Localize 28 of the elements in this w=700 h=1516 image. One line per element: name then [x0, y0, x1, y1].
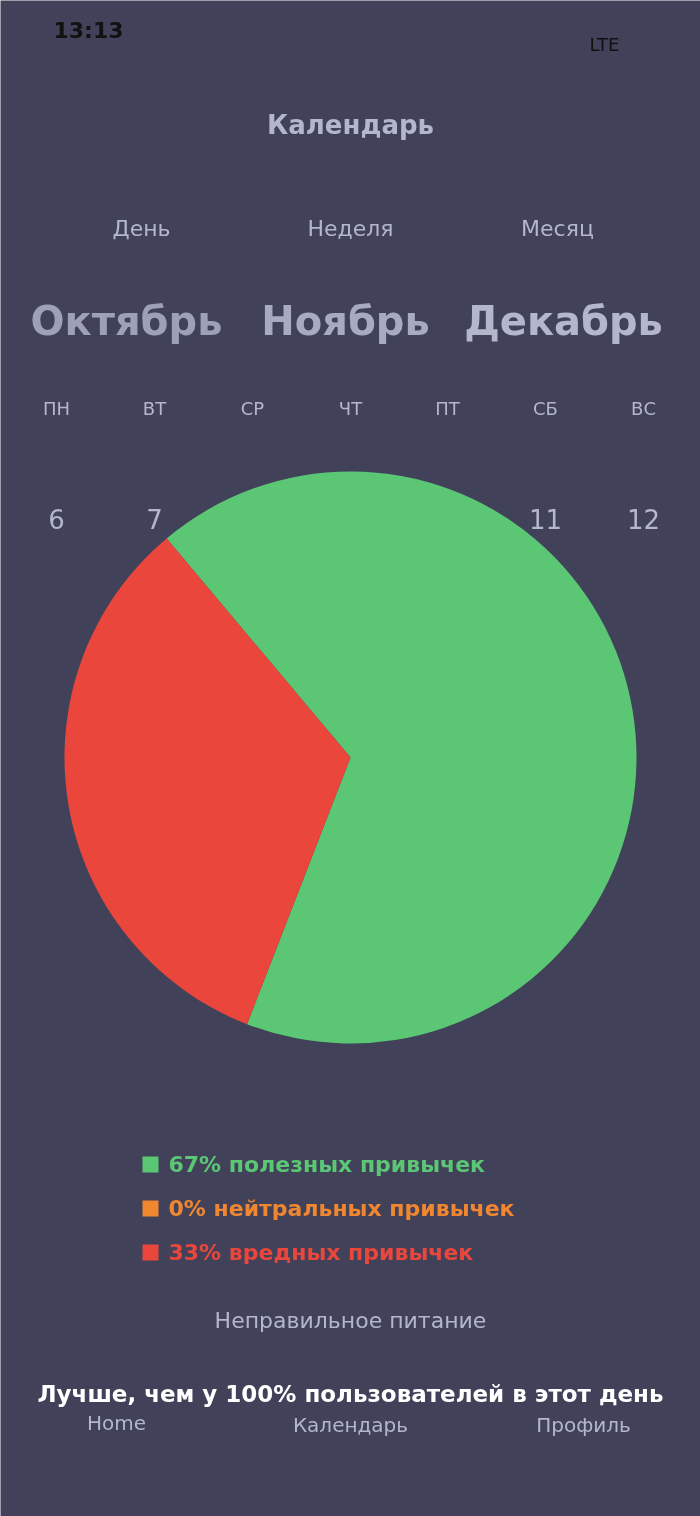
text: Профиль [536, 1412, 631, 1437]
text: Месяц [521, 216, 594, 241]
text: Home [86, 1410, 147, 1435]
text: Октябрь [30, 297, 223, 344]
text: Календарь [266, 109, 435, 140]
text: 6 [48, 504, 65, 535]
text: Ноябрь [261, 297, 430, 344]
text: Календарь [292, 1412, 409, 1437]
text: СБ [533, 398, 558, 419]
text: Лучше, чем у 100% пользователей в этот день [37, 1380, 664, 1407]
text: СР [240, 398, 265, 419]
text: 7 [146, 504, 163, 535]
text: LTE [589, 34, 620, 55]
text: 11 [528, 504, 563, 535]
text: 13:13 [53, 18, 124, 43]
legend-label: 67% полезных привычек [168, 1152, 486, 1177]
legend-label: 33% вредных привычек [168, 1240, 474, 1265]
text: ПТ [435, 398, 461, 419]
text: Неделя [307, 216, 394, 241]
text: ЧТ [338, 398, 364, 419]
text: 12 [626, 504, 661, 535]
text: ВТ [142, 398, 168, 419]
text: День [112, 216, 171, 241]
legend-label: 0% нейтральных привычек [168, 1196, 515, 1221]
text: Декабрь [464, 297, 663, 344]
text: Неправильное питание [214, 1308, 487, 1333]
text: ВС [631, 398, 656, 419]
text: ПН [42, 398, 71, 419]
